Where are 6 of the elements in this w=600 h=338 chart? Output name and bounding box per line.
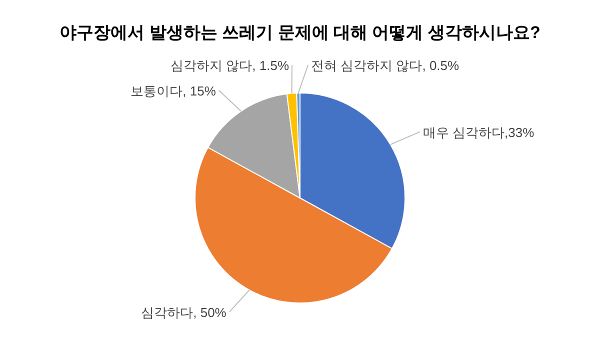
slice-label: 전혀 심각하지 않다, 0.5% — [311, 58, 460, 73]
chart-title: 야구장에서 발생하는 쓰레기 문제에 대해 어떻게 생각하시나요? — [60, 23, 540, 42]
slice-label: 매우 심각하다,33% — [422, 124, 535, 140]
slice-label: 심각하다, 50% — [141, 304, 227, 320]
slice-label: 심각하지 않다, 1.5% — [170, 58, 290, 73]
slice-label: 보통이다, 15% — [130, 83, 216, 98]
